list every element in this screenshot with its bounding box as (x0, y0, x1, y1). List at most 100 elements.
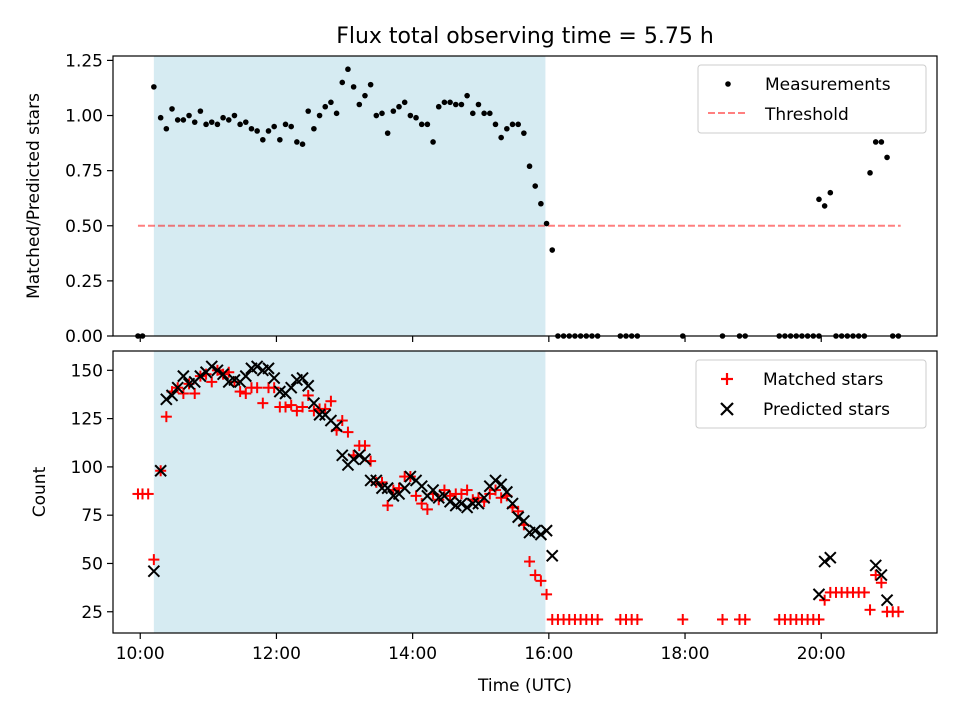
measurement-point (538, 200, 544, 207)
predicted-star-point (494, 478, 508, 491)
matched-star-point (177, 387, 189, 399)
measurement-point (305, 108, 312, 114)
count-legend: Matched stars Predicted stars (695, 359, 927, 429)
measurement-point (242, 119, 249, 125)
measurement-point (469, 110, 476, 117)
measurement-point (362, 92, 368, 99)
measurement-point (821, 203, 828, 209)
matched-star-point (864, 604, 876, 616)
legend-threshold-label: Threshold (764, 105, 849, 125)
matched-star-point (438, 484, 450, 496)
predicted-star-point (302, 379, 315, 392)
matched-star-point (444, 490, 456, 502)
measurement-point (356, 101, 363, 108)
ratio-legend: Measurements Threshold (697, 64, 927, 134)
measurement-point (288, 123, 294, 130)
matched-star-point (393, 482, 405, 494)
measurement-point (413, 114, 419, 121)
measurement-point (521, 130, 527, 136)
matched-star-point (472, 492, 484, 504)
matched-star-point (813, 613, 825, 625)
measurement-point (424, 121, 431, 128)
predicted-star-point (381, 481, 394, 495)
ratio-panel: 0.00 0.25 0.50 0.75 1.00 1.25 Matched/Predict… (24, 51, 938, 347)
matched-star-point (336, 415, 348, 427)
matched-star-point (342, 426, 354, 438)
measurement-point (186, 112, 192, 119)
predicted-star-point (398, 481, 411, 495)
matched-star-point (280, 401, 292, 413)
matched-star-point (206, 376, 218, 388)
matched-star-point (421, 503, 433, 515)
measurement-point (265, 128, 272, 134)
ratio-y-axis-label: Matched/Predicted stars (24, 93, 44, 299)
count-y-axis-label: Count (30, 466, 50, 517)
measurement-point (248, 125, 255, 132)
measurement-point (872, 139, 879, 145)
chart-title: Flux total observing time = 5.75 h (336, 24, 714, 49)
predicted-star-point (511, 510, 525, 524)
predicted-star-point (250, 360, 264, 373)
predicted-star-point (517, 514, 531, 528)
matched-star-point (489, 484, 501, 496)
predicted-star-point (364, 474, 377, 487)
predicted-star-point (194, 369, 207, 383)
predicted-star-point (415, 479, 428, 493)
measurement-point (475, 101, 482, 108)
predicted-star-point (296, 371, 309, 385)
matched-star-point (416, 498, 428, 510)
measurement-point (311, 125, 317, 132)
matched-star-point (297, 401, 309, 413)
measurement-point (515, 121, 521, 128)
matched-star-point (291, 405, 303, 417)
measurement-point (220, 114, 226, 121)
legend-predicted-label: Predicted stars (763, 400, 890, 420)
matched-star-point (524, 556, 536, 568)
predicted-star-point (171, 381, 184, 394)
predicted-star-point (534, 528, 548, 541)
x-tick-label: 14:00 (388, 644, 437, 664)
predicted-star-point (875, 568, 888, 582)
matched-star-point (148, 554, 160, 566)
predicted-star-point (824, 551, 837, 564)
measurement-point (169, 106, 175, 112)
legend-predicted-marker (720, 402, 734, 416)
y-tick-label: 0.25 (65, 272, 103, 292)
y-tick-label: 125 (71, 410, 103, 430)
ratio-plot-frame (112, 55, 938, 337)
y-tick-label: 25 (81, 603, 103, 623)
matched-star-point (541, 588, 553, 600)
predicted-star-point (375, 481, 389, 495)
predicted-star-point (313, 408, 326, 421)
predicted-star-point (347, 452, 360, 466)
measurement-point (401, 99, 408, 106)
predicted-star-point (154, 464, 167, 477)
y-tick-label: 0.00 (65, 327, 103, 347)
legend-matched-marker (721, 373, 733, 385)
measurement-point (532, 183, 539, 189)
measurement-point (492, 121, 499, 128)
measurement-point (294, 139, 300, 145)
matched-star-point (819, 594, 831, 606)
predicted-star-point (869, 559, 882, 572)
measurement-point (464, 92, 470, 99)
predicted-star-point (529, 524, 542, 537)
measurement-point (384, 130, 391, 136)
measurement-point (333, 110, 340, 117)
predicted-star-point (284, 381, 298, 394)
y-tick-label: 150 (71, 361, 103, 381)
y-tick-label: 1.25 (65, 51, 103, 71)
measurement-point (884, 154, 890, 161)
x-tick-label: 10:00 (116, 644, 165, 664)
y-tick-label: 1.00 (65, 107, 103, 127)
matched-star-point (382, 500, 394, 512)
measurement-point (379, 110, 385, 117)
y-tick-label: 75 (81, 506, 103, 526)
matched-star-point (142, 488, 154, 500)
measurement-point (435, 103, 442, 110)
matched-star-point (455, 488, 467, 500)
predicted-star-point (455, 497, 468, 510)
measurement-point (208, 119, 215, 125)
count-shaded-span (153, 351, 546, 633)
matched-star-point (461, 484, 473, 496)
